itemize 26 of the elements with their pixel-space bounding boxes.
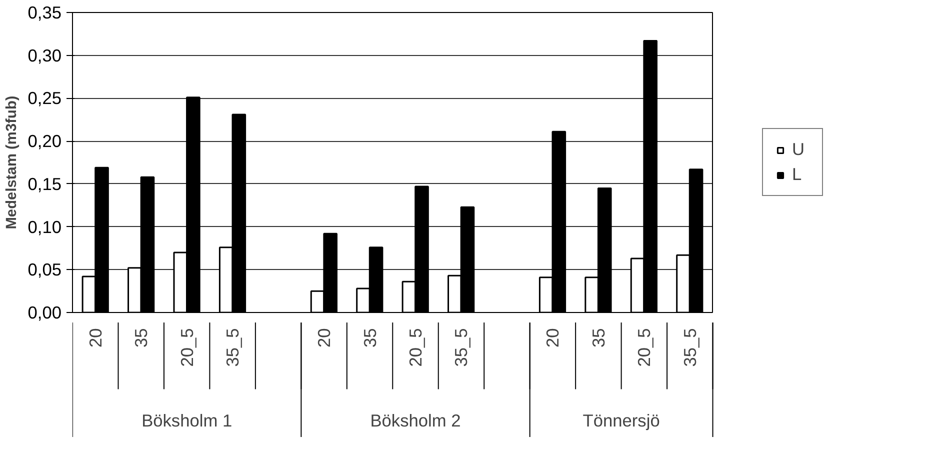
y-tick-label: 0,20 — [28, 131, 62, 152]
text: Böksholm 2 — [370, 410, 461, 430]
x-tick-label: 20 — [314, 328, 334, 348]
x-tick-label: 20 — [542, 328, 563, 348]
x-tick-label: 35_5 — [680, 328, 700, 367]
legend-label: U — [792, 139, 806, 160]
y-tick-label: 0,15 — [28, 174, 62, 194]
y-tick-label: 0,25 — [28, 88, 62, 108]
x-tick-label: 35 — [131, 328, 152, 348]
x-tick-label: 20_5 — [406, 328, 426, 367]
y-tick-label: 0,10 — [28, 216, 62, 237]
x-tick-label: 35 — [360, 328, 380, 348]
legend-label: L — [792, 164, 803, 185]
x-tick-label: 35 — [588, 328, 608, 348]
x-tick-label: 20_5 — [176, 328, 197, 367]
y-tick-label: 0,00 — [28, 302, 62, 322]
y-tick-label: 0,35 — [28, 2, 62, 22]
y-tick-label: 0,05 — [28, 260, 62, 280]
y-axis-title: Medelstam (m3fub) — [4, 96, 20, 230]
text: Böksholm 1 — [142, 410, 232, 430]
text: Tönnersjö — [582, 410, 660, 430]
x-tick-label: 20 — [85, 328, 106, 348]
y-tick-label: 0,30 — [28, 45, 62, 66]
x-tick-label: 35_5 — [451, 328, 472, 367]
x-tick-label: 20_5 — [634, 328, 654, 367]
x-tick-label: 35_5 — [222, 328, 243, 367]
